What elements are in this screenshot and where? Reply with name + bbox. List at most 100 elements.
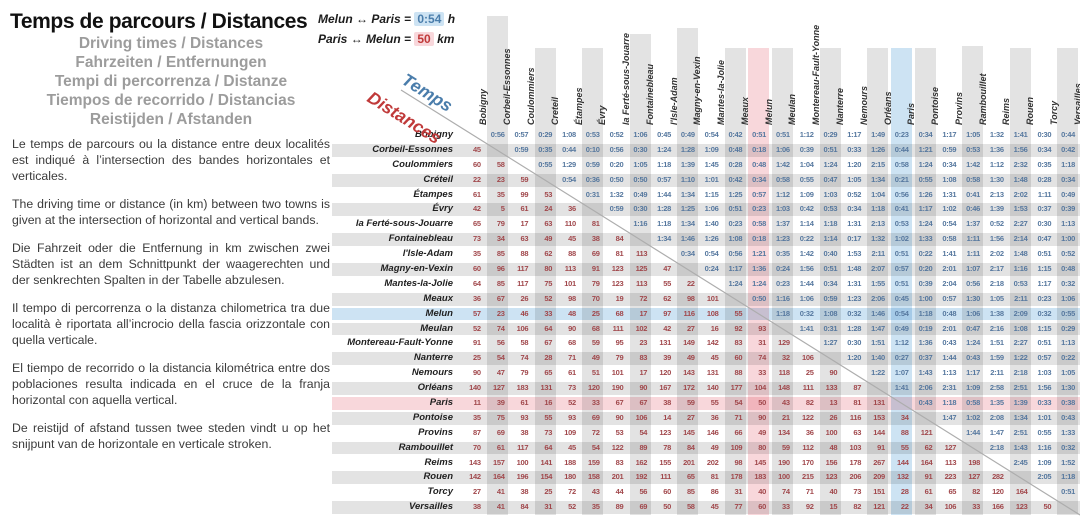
cell-distance-km: 33: [544, 308, 553, 318]
legend: Melun ↔ Paris = 0:54 h Paris ↔ Melun = 5…: [318, 12, 488, 52]
cell-driving-time: 0:23: [1037, 293, 1052, 303]
paragraph-nl: De reistijd of afstand tussen twee stede…: [12, 421, 330, 451]
row-label: Créteil: [423, 173, 453, 185]
cell-distance-km: 34: [900, 412, 909, 422]
cell-driving-time: 1:44: [942, 353, 957, 363]
cell-driving-time: 1:02: [894, 234, 909, 244]
cell-driving-time: 0:48: [942, 308, 957, 318]
row-label: Évry: [432, 203, 453, 215]
row-label: Magny-en-Vexin: [380, 263, 454, 274]
cell-distance-km: 26: [829, 412, 838, 422]
cell-distance-km: 61: [496, 442, 505, 452]
cell-distance-km: 59: [520, 174, 529, 184]
cell-driving-time: 1:15: [1037, 323, 1052, 333]
cell-distance-km: 35: [496, 189, 505, 199]
cell-driving-time: 1:18: [775, 308, 790, 318]
cell-distance-km: 73: [473, 234, 481, 244]
cell-driving-time: 1:05: [633, 159, 648, 169]
cell-distance-km: 51: [591, 368, 600, 378]
row-label: Rouen: [423, 471, 453, 483]
cell-driving-time: 1:05: [966, 130, 980, 139]
cell-distance-km: 122: [801, 412, 814, 422]
cell-driving-time: 1:01: [1037, 412, 1052, 422]
cell-driving-time: 1:21: [752, 249, 766, 259]
cell-driving-time: 0:54: [942, 219, 957, 229]
cell-driving-time: 1:42: [775, 159, 790, 169]
cell-distance-km: 103: [849, 442, 862, 452]
cell-driving-time: 2:02: [989, 249, 1004, 259]
cell-distance-km: 69: [639, 502, 648, 512]
cell-driving-time: 1:12: [989, 159, 1004, 169]
cell-distance-km: 71: [805, 487, 814, 497]
column-label: Magny-en-Vexin: [692, 56, 703, 125]
cell-driving-time: 1:24: [752, 278, 766, 288]
cell-distance-km: 19: [615, 293, 624, 303]
cell-distance-km: 28: [900, 487, 909, 497]
row-band: [332, 203, 1080, 217]
subtitle-es: Tiempos de recorrido / Distancias: [46, 92, 296, 109]
cell-distance-km: 63: [520, 234, 529, 244]
column-label: Nanterre: [834, 87, 845, 125]
cell-distance-km: 178: [849, 457, 862, 467]
cell-driving-time: 1:46: [680, 234, 695, 244]
legend-distance-value: 50: [414, 32, 434, 46]
cell-distance-km: 62: [544, 249, 553, 259]
cell-driving-time: 1:22: [1013, 353, 1028, 363]
legend-distance-label: Paris ↔ Melun =: [318, 32, 412, 46]
cell-distance-km: 99: [520, 189, 529, 199]
cell-distance-km: 134: [778, 427, 790, 437]
cell-distance-km: 39: [663, 353, 671, 363]
cell-distance-km: 23: [496, 174, 505, 184]
cell-distance-km: 73: [853, 487, 862, 497]
cell-driving-time: 1:09: [966, 383, 980, 392]
cell-driving-time: 0:44: [894, 144, 909, 154]
cell-distance-km: 65: [544, 368, 553, 378]
cell-driving-time: 0:42: [728, 130, 743, 139]
cell-distance-km: 54: [496, 353, 505, 363]
row-band: [332, 411, 1080, 425]
cell-distance-km: 164: [920, 457, 933, 467]
cell-distance-km: 73: [568, 383, 576, 392]
legend-time-value: 0:54: [414, 12, 445, 26]
cell-distance-km: 53: [615, 427, 624, 437]
cell-distance-km: 60: [734, 353, 743, 363]
cell-driving-time: 1:41: [1013, 130, 1028, 139]
cell-driving-time: 1:09: [1037, 457, 1052, 467]
cell-driving-time: 0:30: [633, 204, 648, 214]
cell-distance-km: 79: [520, 368, 529, 378]
cell-driving-time: 0:20: [609, 159, 624, 169]
cell-distance-km: 38: [663, 397, 671, 407]
cell-driving-time: 0:23: [894, 130, 909, 139]
subtitle-de: Fahrzeiten / Entfernungen: [75, 54, 267, 71]
row-label: Paris: [429, 396, 453, 408]
cell-driving-time: 1:33: [918, 234, 933, 244]
cell-driving-time: 1:43: [1013, 442, 1028, 452]
cell-distance-km: 72: [568, 487, 576, 497]
cell-driving-time: 2:27: [1013, 219, 1028, 229]
cell-driving-time: 0:38: [1061, 397, 1075, 407]
cell-distance-km: 79: [615, 353, 624, 363]
cell-distance-km: 84: [520, 502, 529, 512]
cell-distance-km: 97: [663, 308, 671, 318]
cell-driving-time: 1:18: [871, 204, 885, 214]
cell-driving-time: 0:51: [775, 130, 790, 139]
cell-driving-time: 1:21: [918, 144, 933, 154]
cell-distance-km: 36: [710, 412, 719, 422]
cell-driving-time: 0:34: [942, 159, 957, 169]
cell-driving-time: 0:55: [918, 174, 933, 184]
cell-driving-time: 1:25: [680, 204, 695, 214]
cell-driving-time: 1:05: [1061, 368, 1075, 378]
cell-distance-km: 86: [710, 487, 719, 497]
cell-distance-km: 91: [591, 264, 600, 273]
cell-driving-time: 1:51: [989, 338, 1004, 348]
cell-driving-time: 2:18: [989, 442, 1004, 452]
row-label: Montereau-Fault-Yonne: [347, 337, 453, 349]
cell-distance-km: 27: [686, 323, 695, 333]
row-band: [332, 396, 1080, 410]
cell-distance-km: 209: [873, 472, 885, 482]
cell-distance-km: 74: [758, 353, 766, 363]
cell-driving-time: 0:32: [847, 308, 862, 318]
cell-distance-km: 74: [496, 323, 505, 333]
cell-distance-km: 166: [992, 502, 1004, 512]
cell-distance-km: 38: [520, 427, 529, 437]
